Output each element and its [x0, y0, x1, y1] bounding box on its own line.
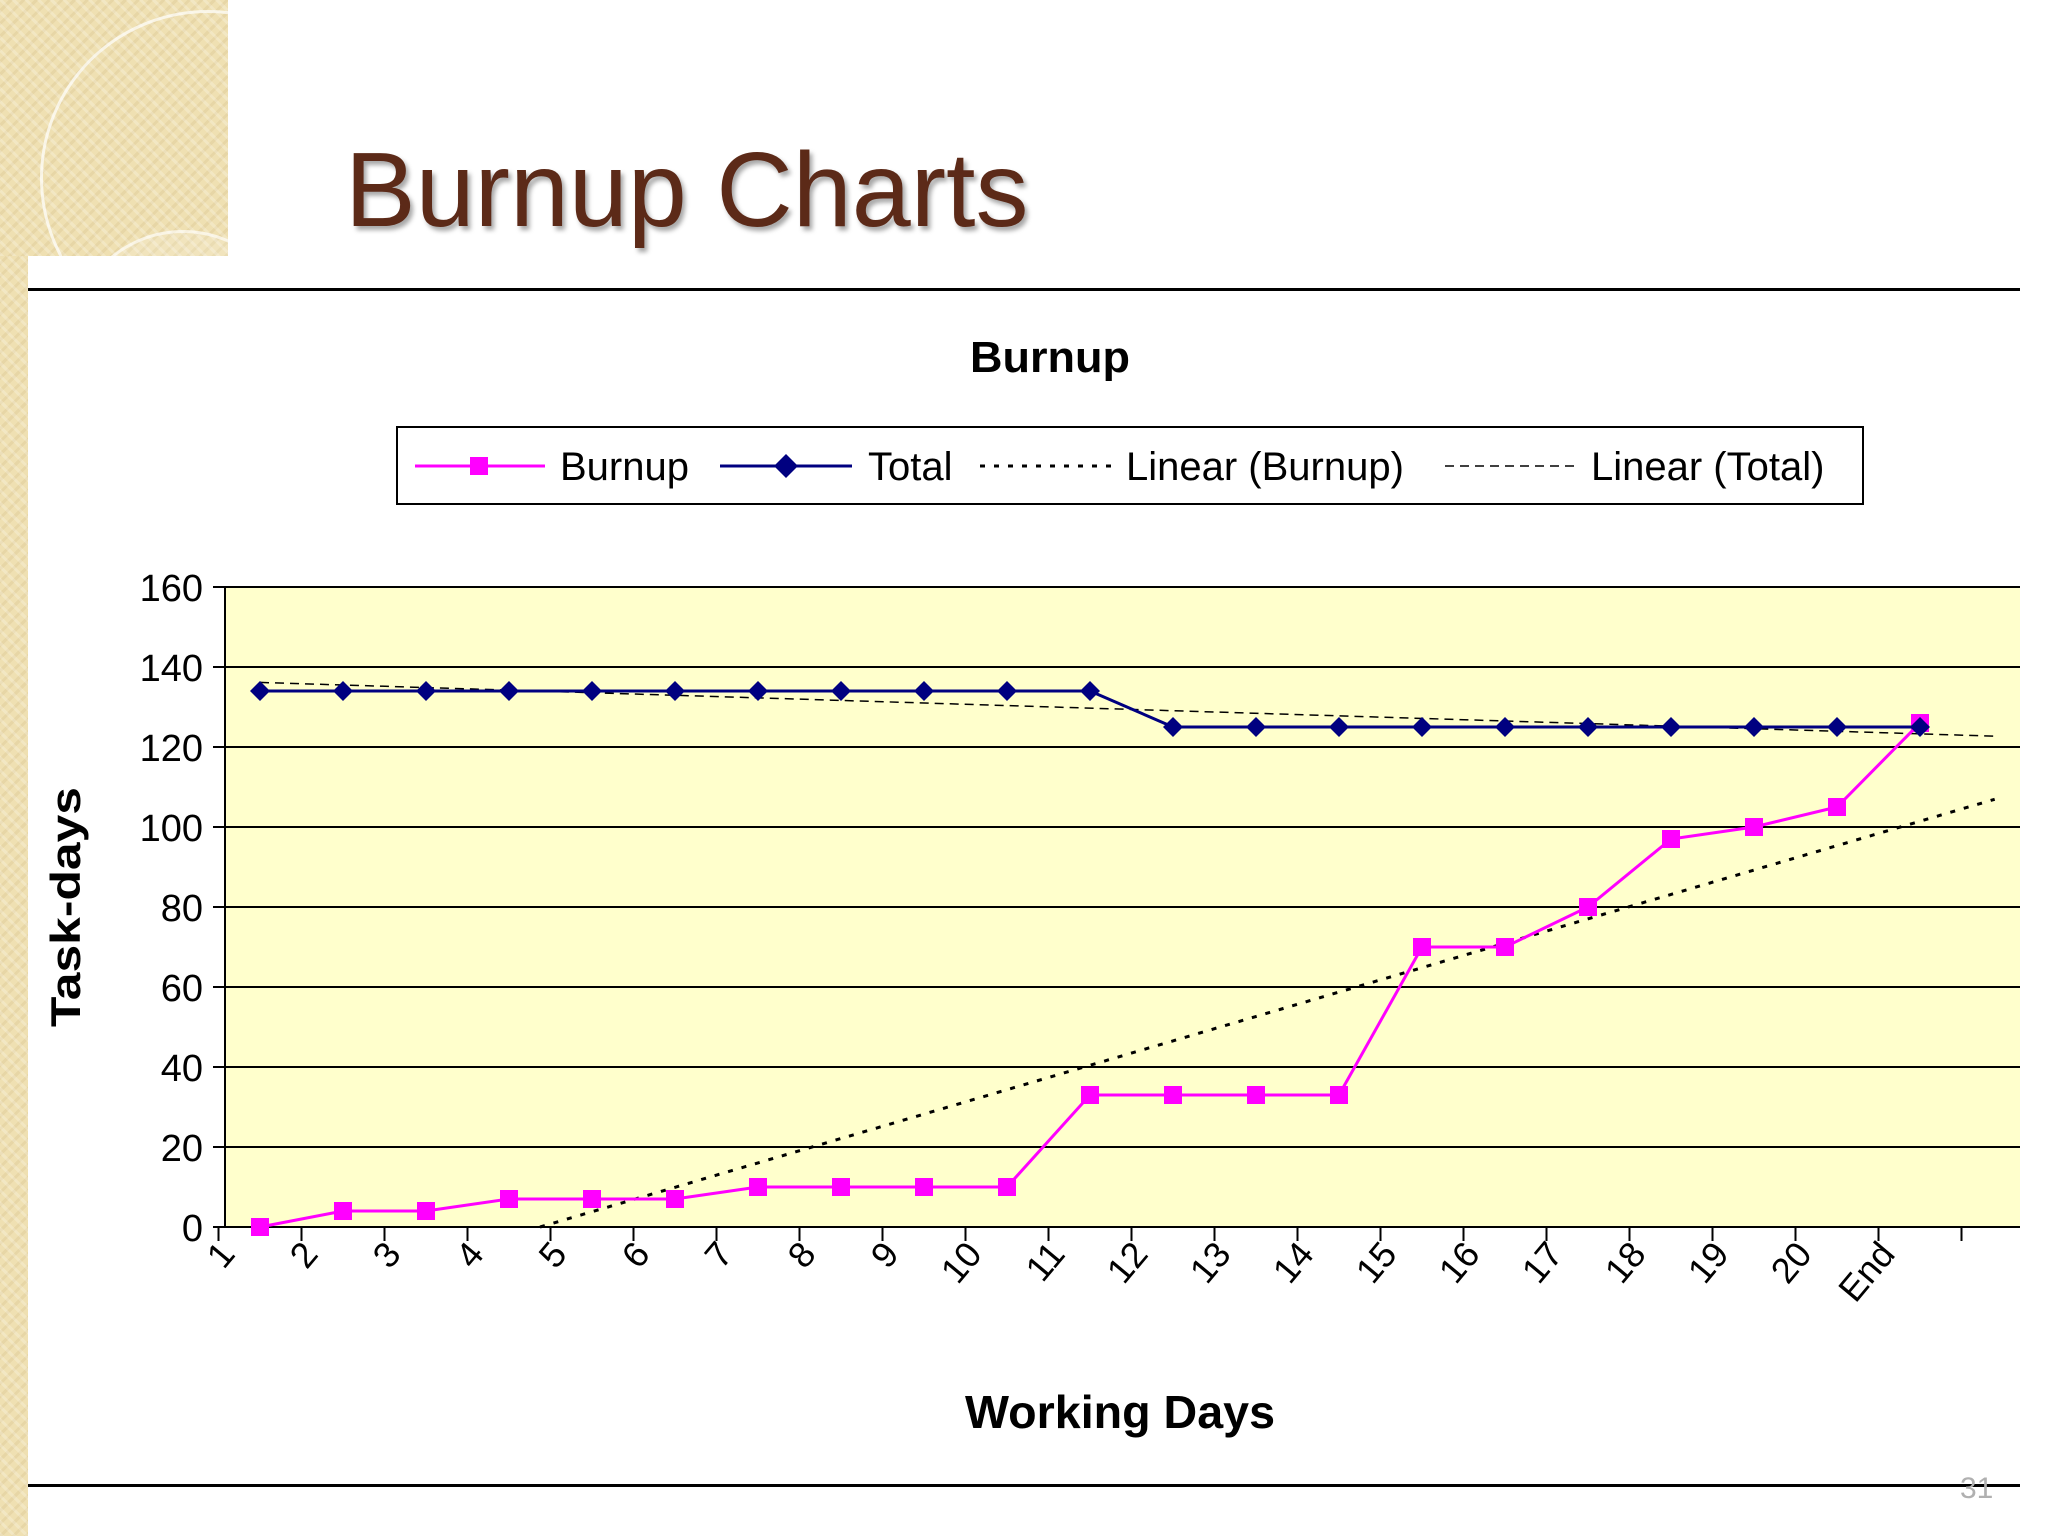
- x-tick-label-20: End: [1830, 1234, 1903, 1309]
- point-burnup-16: [1579, 898, 1597, 916]
- chart-title: Burnup: [970, 333, 1130, 382]
- point-burnup-3: [500, 1190, 518, 1208]
- trendline-2: [539, 797, 1996, 1229]
- x-tick-label-7: 8: [779, 1234, 823, 1276]
- legend: Burnup Total Linear (Burnup) Linear (Tot…: [396, 426, 1864, 505]
- y-tick-label-160: 160: [140, 568, 203, 610]
- point-total-15: [1495, 717, 1515, 737]
- x-tick-label-17: 18: [1596, 1234, 1653, 1291]
- point-total-2: [416, 681, 436, 701]
- y-tick-label-100: 100: [140, 808, 203, 850]
- y-tick-label-140: 140: [140, 648, 203, 690]
- x-tick-label-9: 10: [932, 1234, 989, 1291]
- point-total-16: [1578, 717, 1598, 737]
- x-tick-label-10: 11: [1017, 1234, 1072, 1289]
- point-total-9: [997, 681, 1017, 701]
- slide-title: Burnup Charts: [345, 131, 1029, 249]
- legend-label-linear-burnup: Linear (Burnup): [1126, 445, 1404, 489]
- point-burnup-2: [417, 1202, 435, 1220]
- legend-item-linear-total: Linear (Total): [1445, 445, 1824, 489]
- point-total-20: [1910, 717, 1930, 737]
- point-burnup-11: [1164, 1086, 1182, 1104]
- point-total-3: [499, 681, 519, 701]
- point-total-17: [1661, 717, 1681, 737]
- x-tick-label-16: 17: [1513, 1234, 1570, 1291]
- x-tick-label-12: 13: [1181, 1234, 1238, 1291]
- page-number: 31: [1960, 1472, 1994, 1505]
- legend-label-linear-total: Linear (Total): [1591, 445, 1824, 489]
- legend-item-total: Total: [720, 445, 953, 489]
- grid-lines: [225, 586, 2020, 1148]
- x-tick-label-14: 15: [1347, 1234, 1404, 1291]
- point-total-10: [1080, 681, 1100, 701]
- axes: [213, 586, 2020, 1241]
- point-burnup-17: [1662, 830, 1680, 848]
- decorative-corner-panel: [0, 0, 228, 256]
- point-total-18: [1744, 717, 1764, 737]
- point-burnup-9: [998, 1178, 1016, 1196]
- point-burnup-7: [832, 1178, 850, 1196]
- point-burnup-18: [1745, 818, 1763, 836]
- point-burnup-15: [1496, 938, 1514, 956]
- point-burnup-8: [915, 1178, 933, 1196]
- point-total-14: [1412, 717, 1432, 737]
- point-total-7: [831, 681, 851, 701]
- point-burnup-6: [749, 1178, 767, 1196]
- point-burnup-0: [251, 1218, 269, 1236]
- x-axis-label: Working Days: [965, 1386, 1275, 1438]
- x-tick-label-8: 9: [862, 1234, 906, 1276]
- y-axis-label: Task-days: [42, 787, 89, 1027]
- point-burnup-5: [666, 1190, 684, 1208]
- point-total-8: [914, 681, 934, 701]
- y-tick-label-20: 20: [161, 1128, 203, 1170]
- x-tick-label-1: 2: [281, 1234, 325, 1276]
- x-tick-label-3: 4: [447, 1234, 491, 1276]
- point-burnup-13: [1330, 1086, 1348, 1104]
- bottom-divider: [28, 1484, 2020, 1487]
- x-tick-label-4: 5: [530, 1234, 574, 1276]
- x-tick-label-11: 12: [1098, 1234, 1155, 1291]
- x-tick-label-6: 7: [696, 1234, 740, 1276]
- point-total-13: [1329, 717, 1349, 737]
- legend-label-burnup: Burnup: [560, 445, 689, 489]
- y-tick-label-0: 0: [182, 1208, 203, 1250]
- x-tick-label-2: 3: [364, 1234, 408, 1276]
- point-burnup-14: [1413, 938, 1431, 956]
- data-series: [250, 681, 1930, 1236]
- point-burnup-4: [583, 1190, 601, 1208]
- point-burnup-1: [334, 1202, 352, 1220]
- y-tick-label-40: 40: [161, 1048, 203, 1090]
- y-tick-label-120: 120: [140, 728, 203, 770]
- y-tick-label-60: 60: [161, 968, 203, 1010]
- y-tick-label-80: 80: [161, 888, 203, 930]
- legend-item-burnup: Burnup: [415, 445, 689, 489]
- decorative-side-strip: [0, 256, 28, 1536]
- x-tick-label-5: 6: [613, 1234, 657, 1276]
- legend-label-total: Total: [868, 445, 953, 489]
- legend-item-linear-burnup: Linear (Burnup): [980, 445, 1404, 489]
- point-total-11: [1163, 717, 1183, 737]
- point-total-0: [250, 681, 270, 701]
- point-total-19: [1827, 717, 1847, 737]
- point-total-4: [582, 681, 602, 701]
- point-total-1: [333, 681, 353, 701]
- x-tick-label-0: 1: [198, 1234, 242, 1276]
- point-total-12: [1246, 717, 1266, 737]
- point-total-5: [665, 681, 685, 701]
- x-tick-label-13: 14: [1264, 1234, 1321, 1291]
- point-total-6: [748, 681, 768, 701]
- x-tick-label-18: 19: [1679, 1234, 1736, 1291]
- point-burnup-12: [1247, 1086, 1265, 1104]
- point-burnup-19: [1828, 798, 1846, 816]
- x-tick-label-15: 16: [1430, 1234, 1487, 1291]
- top-divider: [28, 288, 2020, 291]
- x-tick-label-19: 20: [1762, 1234, 1819, 1291]
- legend-box: [396, 426, 1864, 505]
- point-burnup-10: [1081, 1086, 1099, 1104]
